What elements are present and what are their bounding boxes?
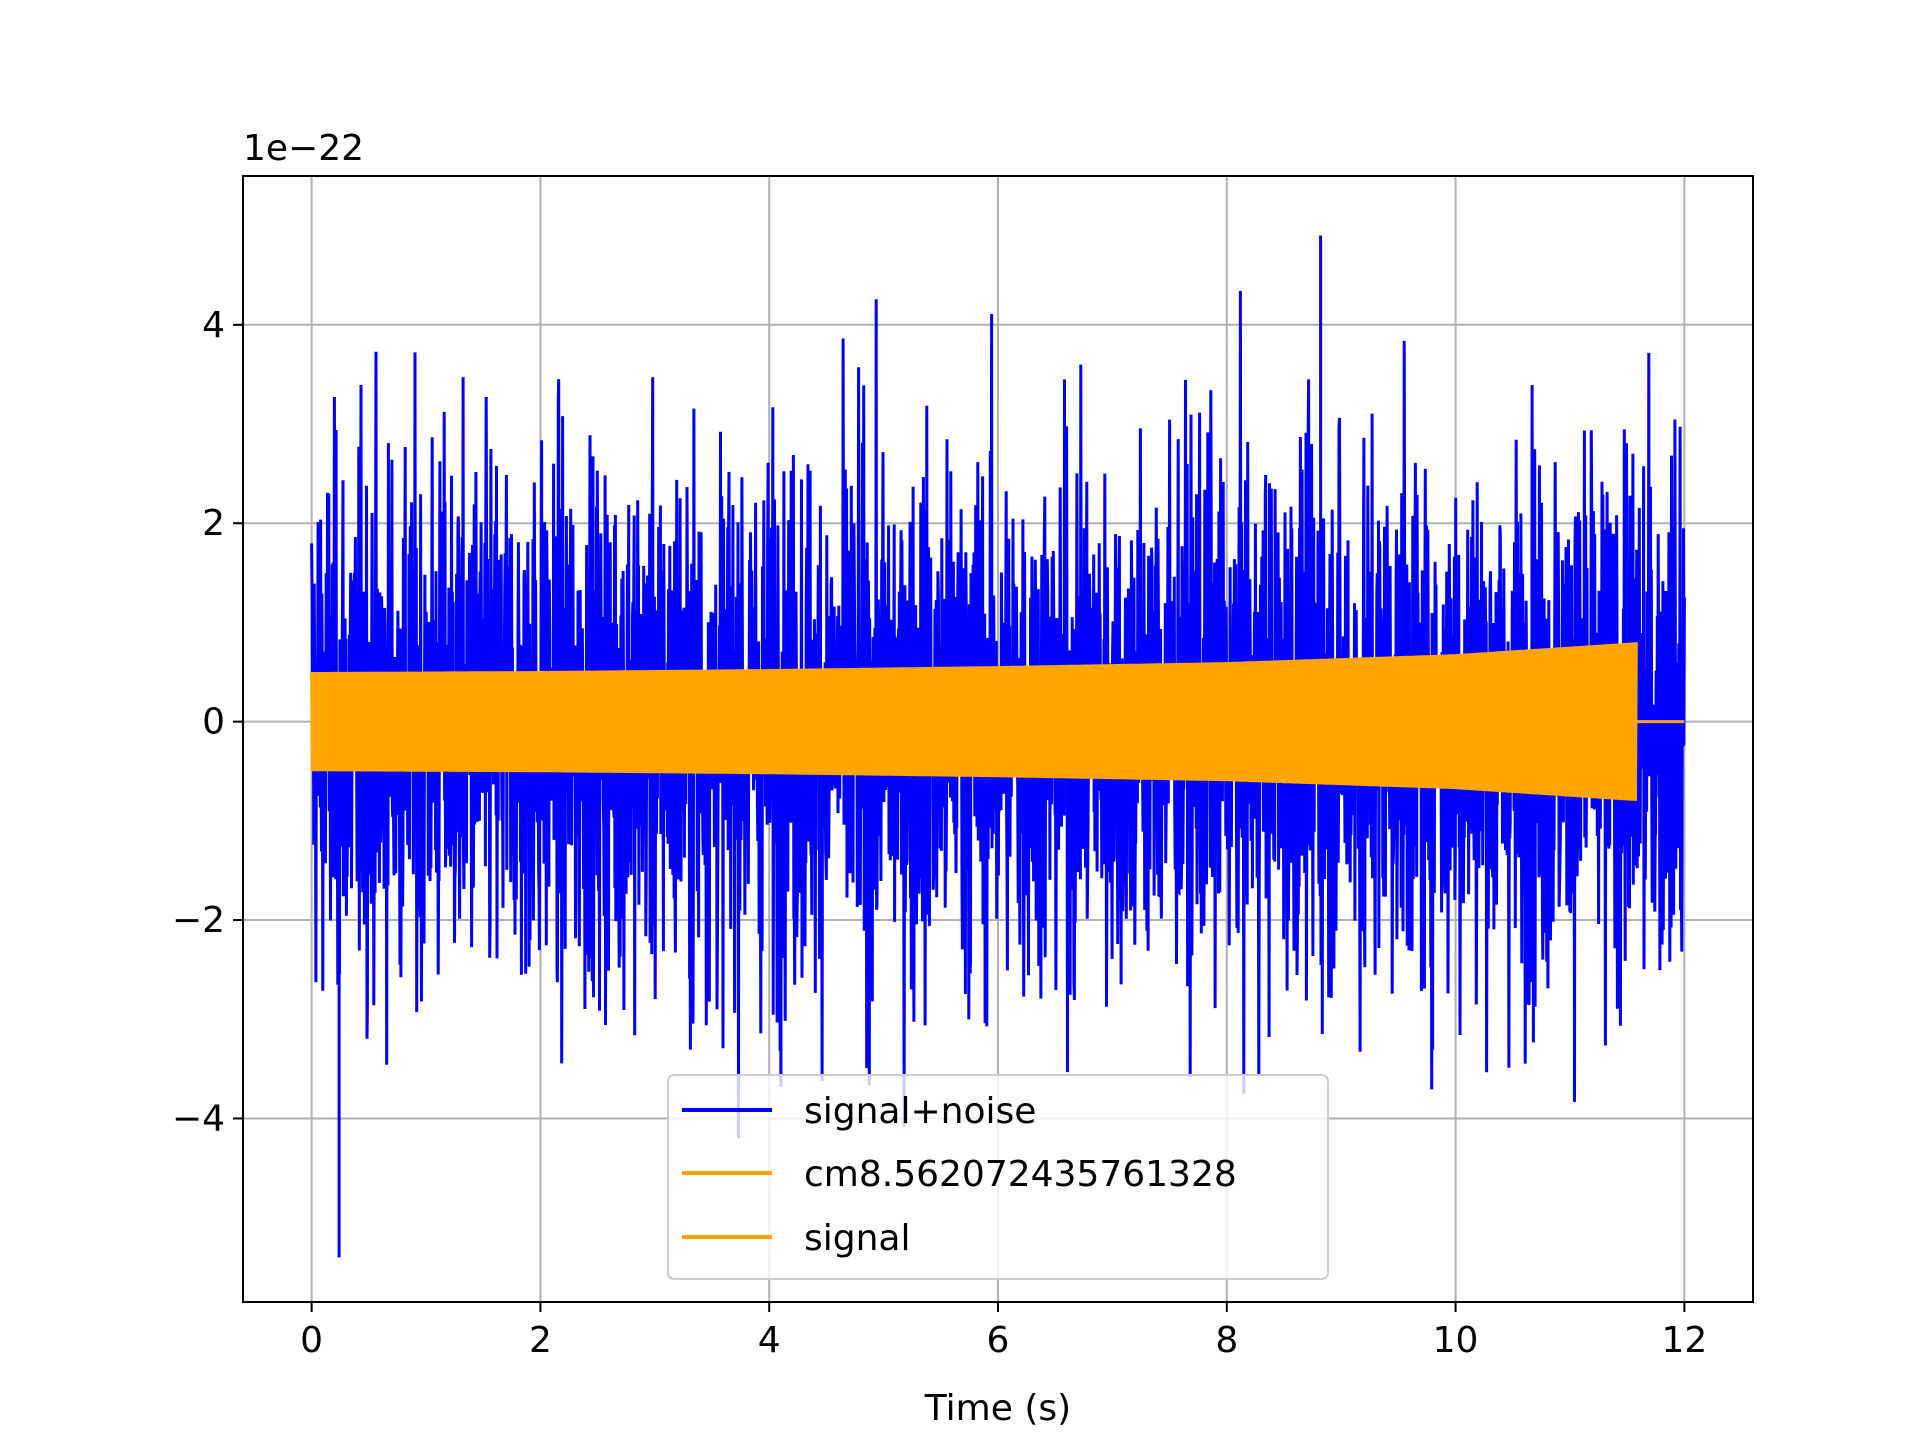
y-tick-label: −4	[172, 1098, 225, 1139]
y-axis-ticks: −4 −2 0 2 4	[172, 305, 243, 1139]
y-tick-label: −2	[172, 900, 225, 941]
legend: signal+noise cm8.562072435761328 signal	[667, 1074, 1329, 1280]
plot-area	[310, 235, 1686, 1258]
legend-label-signal: signal	[804, 1218, 911, 1259]
y-tick-label: 4	[202, 305, 225, 346]
x-axis-label: Time (s)	[924, 1388, 1071, 1429]
x-axis-ticks: 0 2 4 6 8 10 12	[300, 1302, 1707, 1361]
x-tick-label: 4	[758, 1320, 781, 1361]
x-tick-label: 10	[1433, 1320, 1479, 1361]
x-tick-label: 0	[300, 1320, 323, 1361]
x-tick-label: 12	[1661, 1320, 1707, 1361]
y-tick-label: 0	[202, 702, 225, 743]
legend-label-signal-noise: signal+noise	[804, 1091, 1036, 1132]
legend-box	[667, 1074, 1329, 1280]
x-tick-label: 6	[987, 1320, 1010, 1361]
x-tick-label: 2	[529, 1320, 552, 1361]
y-tick-label: 2	[202, 503, 225, 544]
legend-label-cm: cm8.562072435761328	[804, 1154, 1237, 1195]
series-signal-line	[310, 642, 1638, 801]
x-tick-label: 8	[1215, 1320, 1238, 1361]
y-scale-offset-label: 1e−22	[243, 128, 364, 169]
